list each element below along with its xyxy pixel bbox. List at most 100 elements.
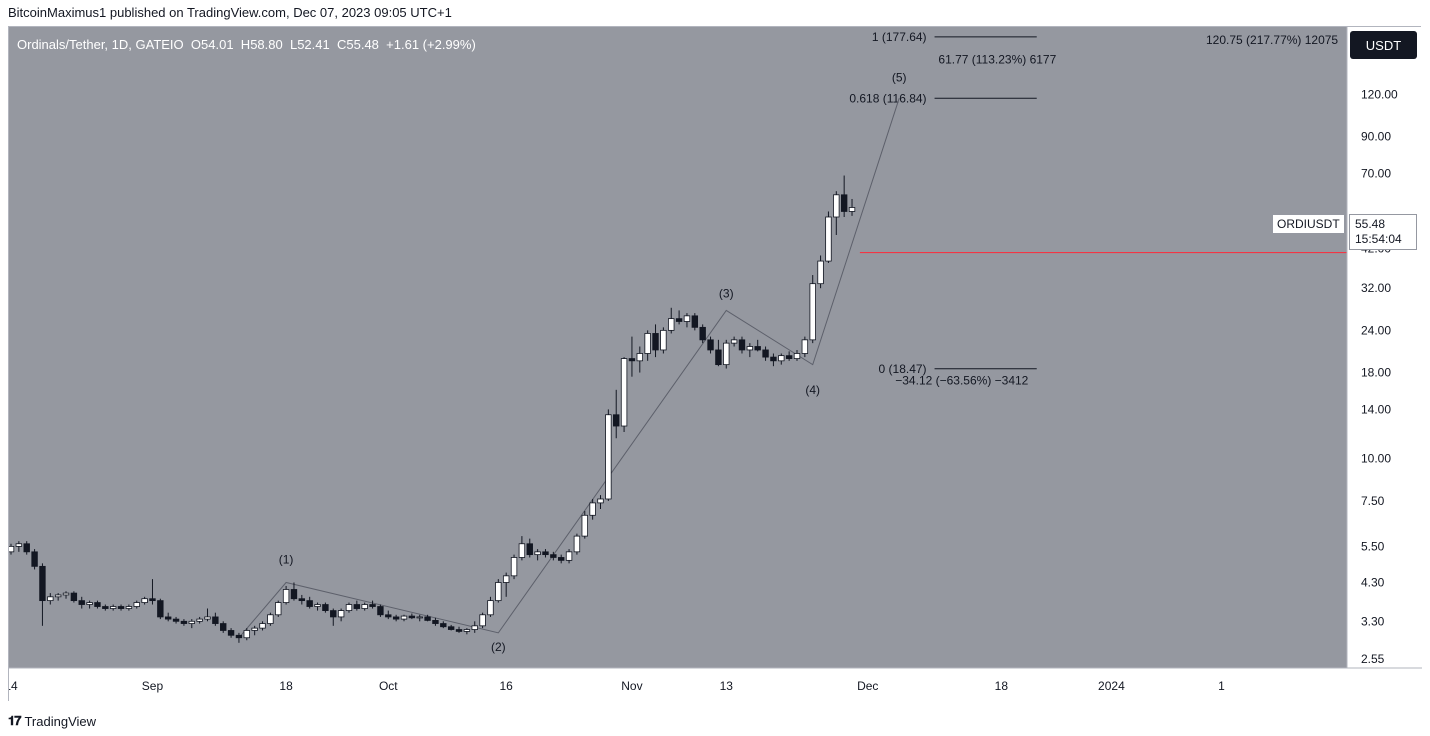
candle (235, 632, 243, 643)
legend-high: 58.80 (250, 37, 283, 52)
candle (369, 600, 376, 609)
candle (628, 336, 636, 377)
candle (589, 498, 596, 520)
candle-body (337, 610, 345, 618)
candle (447, 624, 455, 631)
y-tick-label: 32.00 (1361, 281, 1391, 295)
candle-body (518, 543, 526, 558)
candle-body (526, 543, 533, 556)
last-price-tag: 55.48 15:54:04 (1349, 214, 1417, 250)
y-tick-label: 4.30 (1361, 575, 1385, 589)
candle-body (770, 356, 777, 362)
candle-body (243, 630, 250, 639)
candle (290, 582, 298, 601)
candle-body (440, 623, 447, 628)
price-chart[interactable]: 1 (177.64) 0.618 (116.84) 0 (18.47) 61.77 … (9, 27, 1422, 702)
candle (361, 602, 368, 611)
fib-layer: 1 (177.64) 0.618 (116.84) 0 (18.47) (849, 30, 1347, 376)
fib-level-label: 1 (177.64) (872, 30, 927, 44)
candle (306, 596, 313, 609)
currency-button[interactable]: USDT (1350, 31, 1417, 59)
candle (770, 353, 777, 367)
candle (510, 554, 518, 580)
candle-body (400, 615, 408, 620)
candle-body (785, 355, 793, 359)
legend-open: 54.01 (201, 37, 234, 52)
candle (337, 608, 345, 622)
candle-body (164, 616, 172, 620)
candle (330, 608, 337, 626)
candle-body (102, 606, 109, 609)
elliott-wave-path (238, 98, 900, 639)
candle (157, 598, 164, 620)
candle (196, 616, 203, 624)
candle (212, 612, 219, 626)
candle-body (251, 627, 258, 631)
candle (668, 307, 675, 334)
candle (730, 336, 738, 347)
candle (220, 621, 227, 633)
candle-body (660, 329, 667, 351)
candle (699, 324, 706, 344)
candle-body (180, 620, 188, 624)
x-axis[interactable]: 14 Sep 18 Oct 16 Nov 13 Dec 18 2024 1 (9, 667, 1422, 702)
candle-body (793, 353, 801, 359)
candle (542, 549, 549, 558)
candle (715, 339, 722, 367)
y-tick-label: 10.00 (1361, 452, 1391, 466)
x-tick-label: Nov (621, 679, 642, 693)
candle (164, 612, 172, 622)
candle-body (172, 618, 180, 622)
candle-body (408, 615, 416, 619)
candle (581, 511, 588, 539)
legend-close-label: C (336, 37, 347, 52)
candle-body (78, 600, 85, 605)
publisher-caption: BitcoinMaximus1 published on TradingView… (8, 5, 452, 20)
candle (259, 621, 266, 631)
candle (204, 608, 211, 622)
candle-body (306, 600, 313, 607)
candle-body (502, 575, 510, 583)
candle-body (636, 353, 643, 362)
candle (267, 612, 274, 626)
legend-low: 52.41 (297, 37, 330, 52)
candle (400, 614, 408, 622)
candle-body (573, 535, 581, 553)
chart-frame[interactable]: 1 (177.64) 0.618 (116.84) 0 (18.47) 61.77 … (8, 26, 1422, 702)
candle (180, 619, 188, 626)
candle-body (86, 602, 93, 605)
candle (502, 572, 510, 597)
candle-body (715, 349, 722, 366)
candle-body (817, 260, 824, 285)
candle (738, 336, 746, 354)
y-axis[interactable]: 160.00120.0090.0070.0042.0032.0024.0018.… (1346, 27, 1422, 702)
candle (117, 604, 125, 611)
candle (660, 327, 667, 354)
candle (133, 600, 140, 609)
candle (573, 533, 581, 555)
legend-high-label: H (240, 37, 251, 52)
candle (801, 336, 809, 358)
wave-label: (5) (892, 71, 907, 85)
candle-body (282, 589, 290, 603)
candle-body (644, 333, 651, 354)
candle (39, 563, 46, 626)
y-tick-label: 14.00 (1361, 402, 1391, 416)
candle-body (840, 194, 848, 212)
tradingview-logo[interactable]: 𝟏𝟕 TradingView (8, 713, 96, 729)
candle-body (730, 339, 738, 344)
candle-layer (9, 175, 856, 643)
candle-body (290, 589, 298, 600)
candle (833, 191, 840, 235)
candle-body (542, 551, 549, 556)
candle (94, 600, 101, 609)
candle (644, 330, 651, 361)
candle-body (746, 346, 754, 351)
candle (54, 593, 62, 601)
candle (675, 310, 683, 325)
candle (825, 211, 832, 263)
label-layer: 61.77 (113.23%) 6177 −34.12 (−63.56%) −34… (279, 53, 1057, 654)
candle (840, 175, 848, 217)
candle (251, 625, 258, 636)
candle (754, 339, 761, 352)
